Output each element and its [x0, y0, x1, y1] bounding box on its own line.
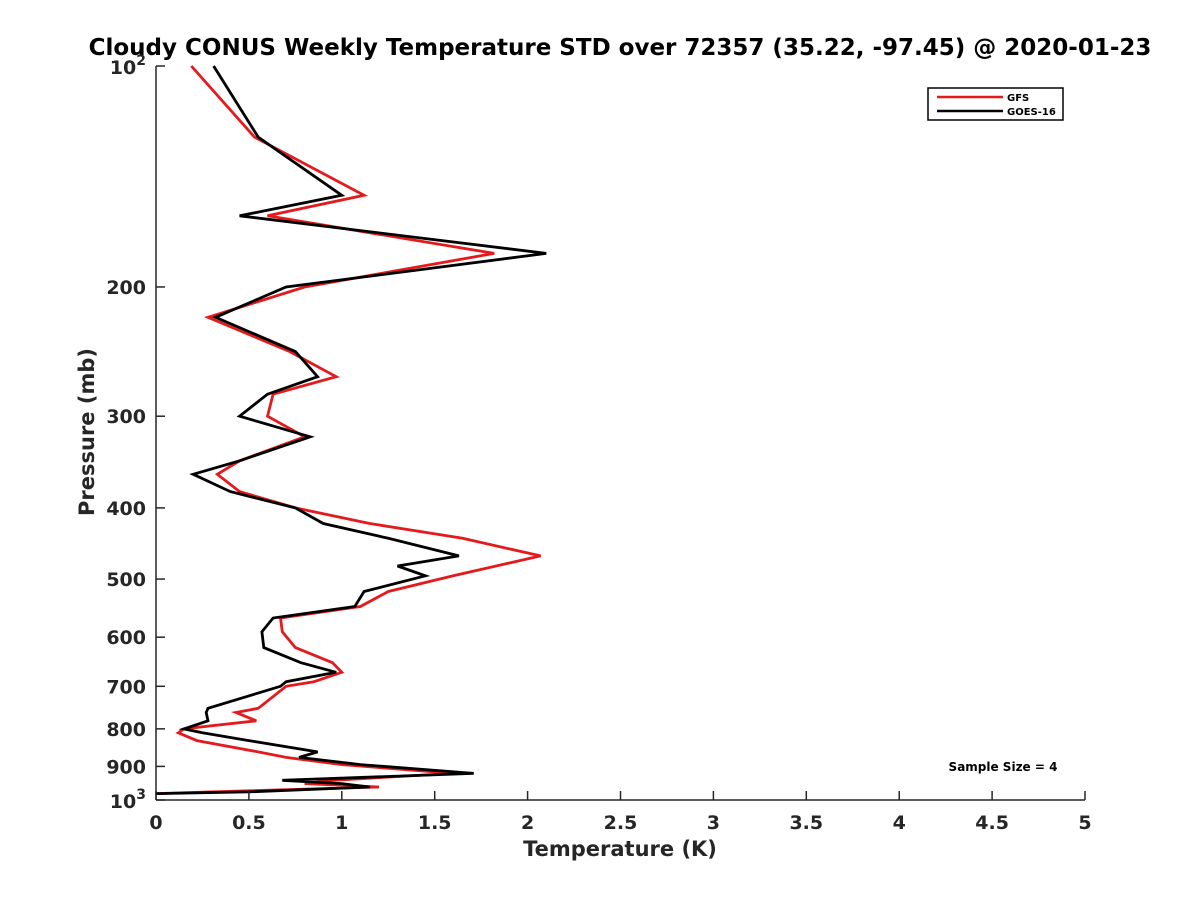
- series-line-gfs: [155, 65, 541, 795]
- y-tick-label: 103: [110, 787, 146, 813]
- x-tick-label: 4.5: [975, 812, 1009, 834]
- x-ticks: 0 0.5 1 1.5 2 2.5 3 3.5 4 4.5 5: [149, 791, 1092, 834]
- x-tick-label: 2: [521, 812, 534, 834]
- y-tick-exponent: 2: [136, 53, 146, 69]
- y-tick-label: 900: [106, 756, 146, 778]
- x-tick-label: 1: [335, 812, 348, 834]
- y-tick-base: 10: [110, 791, 136, 813]
- series-line-goes16: [155, 65, 547, 795]
- x-tick-label: 4: [893, 812, 906, 834]
- x-tick-label: 3: [707, 812, 720, 834]
- x-tick-label: 5: [1078, 812, 1091, 834]
- series-layer: [155, 65, 547, 795]
- y-tick-label: 500: [106, 569, 146, 591]
- x-tick-label: 1.5: [418, 812, 452, 834]
- y-tick-label: 400: [106, 498, 146, 520]
- y-tick-label: 300: [106, 406, 146, 428]
- legend-label-gfs: GFS: [1007, 93, 1029, 104]
- x-tick-label: 3.5: [789, 812, 823, 834]
- y-tick-label: 800: [106, 719, 146, 741]
- x-tick-label: 0.5: [232, 812, 266, 834]
- y-tick-label: 600: [106, 627, 146, 649]
- x-tick-label: 0: [149, 812, 162, 834]
- y-tick-exponent: 3: [136, 787, 146, 803]
- y-tick-label: 200: [106, 277, 146, 299]
- plot-area: [155, 65, 547, 795]
- y-tick-label: 700: [106, 676, 146, 698]
- y-tick-label: 102: [110, 53, 146, 79]
- legend: GFS GOES-16: [927, 87, 1064, 121]
- sample-size-annotation: Sample Size = 4: [949, 760, 1058, 774]
- legend-box: [927, 87, 1064, 121]
- legend-label-goes16: GOES-16: [1007, 107, 1056, 118]
- y-tick-base: 10: [110, 57, 136, 79]
- chart-title: Cloudy CONUS Weekly Temperature STD over…: [89, 35, 1152, 61]
- y-axis-label: Pressure (mb): [75, 348, 99, 516]
- x-tick-label: 2.5: [604, 812, 638, 834]
- x-axis-label: Temperature (K): [523, 837, 717, 861]
